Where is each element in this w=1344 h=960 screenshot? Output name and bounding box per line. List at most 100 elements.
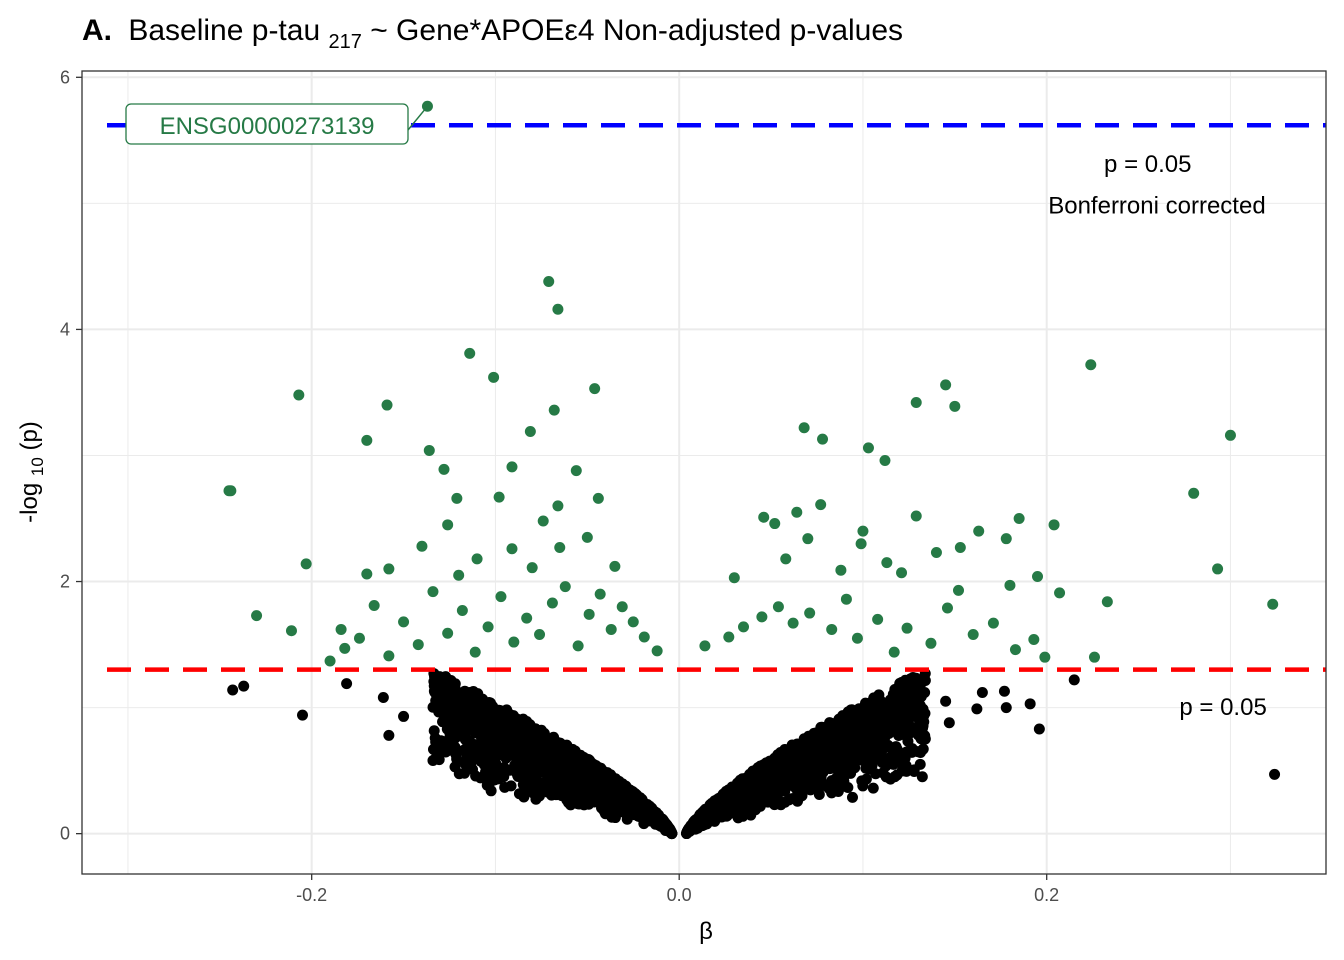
data-point-nonsignificant: [524, 750, 536, 762]
data-point-significant: [521, 612, 533, 624]
y-tick-label: 6: [60, 67, 70, 87]
data-point-significant: [930, 547, 942, 559]
data-point-nonsignificant: [916, 676, 928, 688]
data-point-significant: [787, 617, 799, 629]
data-point-significant: [910, 510, 922, 522]
data-point-significant: [723, 631, 735, 643]
data-point-significant: [1224, 429, 1236, 441]
data-point-significant: [554, 542, 566, 554]
data-point-nonsignificant: [383, 729, 395, 741]
data-point-significant: [451, 492, 463, 504]
data-point-nonsignificant: [539, 730, 551, 742]
data-point-significant: [1032, 570, 1044, 582]
data-point-nonsignificant: [846, 791, 858, 803]
data-point-nonsignificant: [762, 793, 774, 805]
data-point-significant: [815, 499, 827, 511]
data-point-significant: [456, 605, 468, 617]
data-point-nonsignificant: [890, 741, 902, 753]
x-tick-label: -0.2: [296, 885, 327, 905]
data-point-significant: [1028, 634, 1040, 646]
data-point-significant: [798, 422, 810, 434]
data-point-significant: [552, 500, 564, 512]
data-point-nonsignificant: [847, 706, 859, 718]
data-point-nonsignificant: [562, 782, 574, 794]
data-point-nonsignificant: [518, 726, 530, 738]
data-point-nonsignificant: [756, 774, 768, 786]
data-point-nonsignificant: [664, 824, 676, 836]
y-tick-label: 2: [60, 572, 70, 592]
data-point-significant: [769, 518, 781, 530]
data-point-nonsignificant: [772, 793, 784, 805]
data-point-nonsignificant: [227, 684, 239, 696]
data-point-nonsignificant: [546, 737, 558, 749]
data-point-significant: [627, 616, 639, 628]
data-point-significant: [537, 515, 549, 527]
data-point-nonsignificant: [482, 707, 494, 719]
grid-lines: [82, 71, 1326, 874]
data-point-significant: [423, 444, 435, 456]
data-point-significant: [638, 631, 650, 643]
y-axis-title: -log 10 (p): [16, 421, 49, 523]
data-point-nonsignificant: [825, 727, 837, 739]
gene-label-leader: [407, 105, 429, 131]
data-point-nonsignificant: [484, 773, 496, 785]
data-point-nonsignificant: [783, 794, 795, 806]
data-point-nonsignificant: [454, 715, 466, 727]
data-point-significant: [910, 397, 922, 409]
data-point-significant: [728, 572, 740, 584]
data-point-significant: [543, 276, 555, 288]
data-point-nonsignificant: [644, 815, 656, 827]
data-point-nonsignificant: [839, 760, 851, 772]
data-point-significant: [1212, 563, 1224, 575]
data-point-nonsignificant: [774, 759, 786, 771]
data-point-nonsignificant: [530, 765, 542, 777]
data-point-significant: [780, 553, 792, 565]
data-point-significant: [857, 525, 869, 537]
data-point-significant: [495, 591, 507, 603]
data-point-nonsignificant: [341, 678, 353, 690]
data-point-significant: [888, 646, 900, 658]
data-point-nonsignificant: [507, 737, 519, 749]
data-point-nonsignificant: [1033, 723, 1045, 735]
x-axis-title: β: [699, 918, 713, 945]
data-point-nonsignificant: [796, 790, 808, 802]
title-subscript: 217: [328, 31, 361, 53]
data-point-nonsignificant: [450, 693, 462, 705]
data-point-significant: [589, 383, 601, 395]
data-point-nonsignificant: [430, 695, 442, 707]
data-point-significant: [1054, 587, 1066, 599]
axis-ticks: -0.2 0.0 0.2 0 2 4 6: [60, 67, 1059, 905]
data-point-nonsignificant: [918, 729, 930, 741]
data-point-nonsignificant: [681, 826, 693, 838]
data-point-nonsignificant: [297, 709, 309, 721]
data-point-significant: [987, 617, 999, 629]
data-point-nonsignificant: [496, 706, 508, 718]
data-point-nonsignificant: [437, 707, 449, 719]
data-point-significant: [804, 607, 816, 619]
data-point-nonsignificant: [469, 704, 481, 716]
data-point-nonsignificant: [903, 719, 915, 731]
data-point-nonsignificant: [533, 747, 545, 759]
data-point-nonsignificant: [470, 727, 482, 739]
data-points: [223, 100, 1281, 840]
data-point-significant: [967, 628, 979, 640]
data-point-nonsignificant: [498, 728, 510, 740]
data-point-significant: [225, 485, 237, 497]
data-point-significant: [835, 564, 847, 576]
data-point-nonsignificant: [971, 703, 983, 715]
gene-label-text: ENSG00000273139: [160, 113, 375, 140]
data-point-nonsignificant: [1068, 674, 1080, 686]
data-point-significant: [1004, 579, 1016, 591]
data-point-nonsignificant: [783, 778, 795, 790]
data-point-nonsignificant: [875, 722, 887, 734]
data-point-nonsignificant: [592, 762, 604, 774]
data-point-nonsignificant: [764, 758, 776, 770]
data-point-nonsignificant: [867, 782, 879, 794]
data-point-significant: [416, 540, 428, 552]
data-point-significant: [973, 525, 985, 537]
data-point-significant: [251, 610, 263, 622]
title-panel-letter: A.: [82, 14, 112, 47]
panel-border: [81, 70, 1327, 875]
data-point-nonsignificant: [635, 800, 647, 812]
annotations: p = 0.05 Bonferroni corrected p = 0.05 ENSG…: [125, 103, 1267, 721]
